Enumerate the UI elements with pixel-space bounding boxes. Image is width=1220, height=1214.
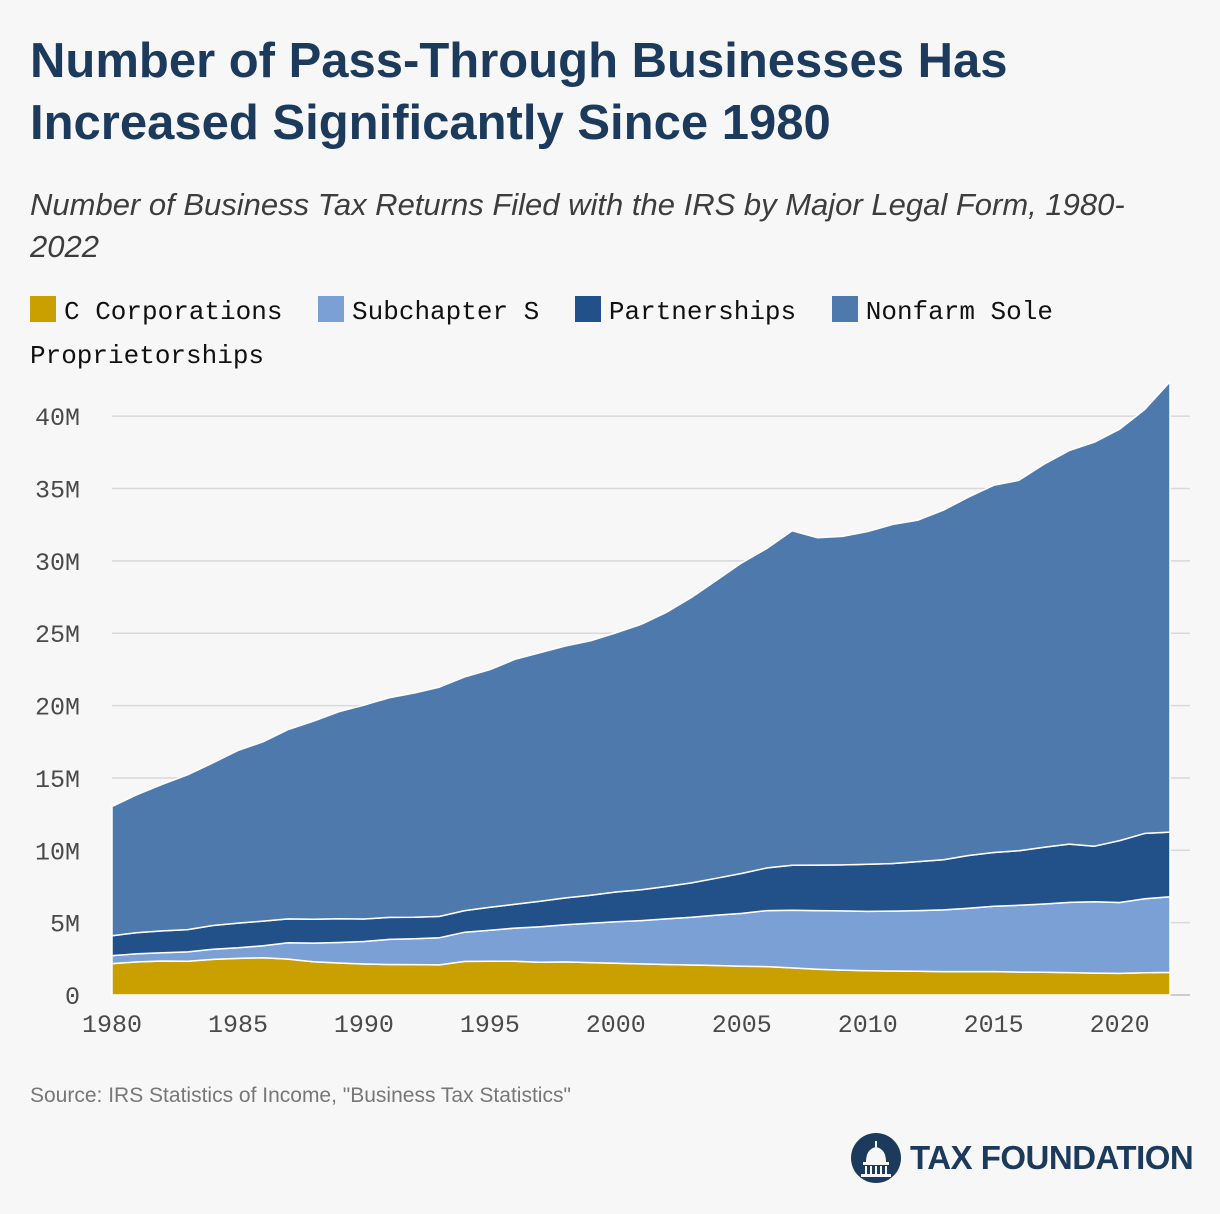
area-nonfarm-sole-proprietorships [111,380,1171,937]
x-tick-label: 2000 [586,1011,646,1040]
x-tick-label: 1985 [208,1011,268,1040]
chart-subtitle: Number of Business Tax Returns Filed wit… [30,187,1125,264]
legend: C Corporations Subchapter S Partnerships… [30,290,1150,378]
legend-label-partnerships: Partnerships [608,297,797,327]
y-tick-label: 30M [35,549,80,578]
legend-item-partnerships: Partnerships [574,296,797,327]
y-axis-ticks: 0 5M 10M 15M 20M 25M 30M 35M 40M [35,404,80,1012]
legend-item-subchapter-s: Subchapter S [318,296,540,327]
x-tick-label: 1995 [460,1011,520,1040]
y-tick-label: 15M [35,766,80,795]
legend-swatch-sole-proprietorships [831,296,858,322]
x-tick-label: 1990 [334,1011,394,1040]
y-tick-label: 20M [35,694,80,723]
x-tick-label: 2020 [1090,1011,1150,1040]
capitol-dome-icon [851,1133,901,1183]
legend-label-subchapter-s: Subchapter S [352,297,540,327]
legend-swatch-partnerships [574,296,601,322]
y-tick-label: 35M [35,477,80,506]
x-axis-ticks: 1980 1985 1990 1995 2000 2005 2010 2015 2020 [82,1011,1150,1040]
legend-item-sole-proprietorships: Nonfarm Sole Proprietorships [30,296,1053,371]
y-tick-label: 5M [50,911,80,940]
legend-item-c-corporations: C Corporations [30,296,283,327]
brand-name: TAX FOUNDATION [910,1139,1194,1176]
legend-label-sole-proprietorships: Nonfarm Sole Proprietorships [30,297,1053,371]
x-tick-label: 2010 [838,1011,898,1040]
legend-label-c-corporations: C Corporations [64,297,283,327]
y-tick-label: 0 [65,983,80,1012]
tax-foundation-logo: TAX FOUNDATION [850,1132,1194,1184]
legend-swatch-c-corporations [30,296,56,322]
y-tick-label: 40M [35,404,80,433]
x-tick-label: 1980 [82,1011,142,1040]
legend-swatch-subchapter-s [318,296,345,322]
x-tick-label: 2005 [712,1011,772,1040]
chart-title: Number of Pass-Through Businesses Has In… [30,34,1008,150]
x-tick-label: 2015 [964,1011,1024,1040]
source-note: Source: IRS Statistics of Income, "Busin… [30,1084,571,1107]
stacked-area-chart: 0 5M 10M 15M 20M 25M 30M 35M 40M 1980 1985 1990 199… [35,380,1190,1040]
y-tick-label: 25M [35,621,80,650]
y-tick-label: 10M [35,838,80,867]
area-series [111,380,1171,996]
